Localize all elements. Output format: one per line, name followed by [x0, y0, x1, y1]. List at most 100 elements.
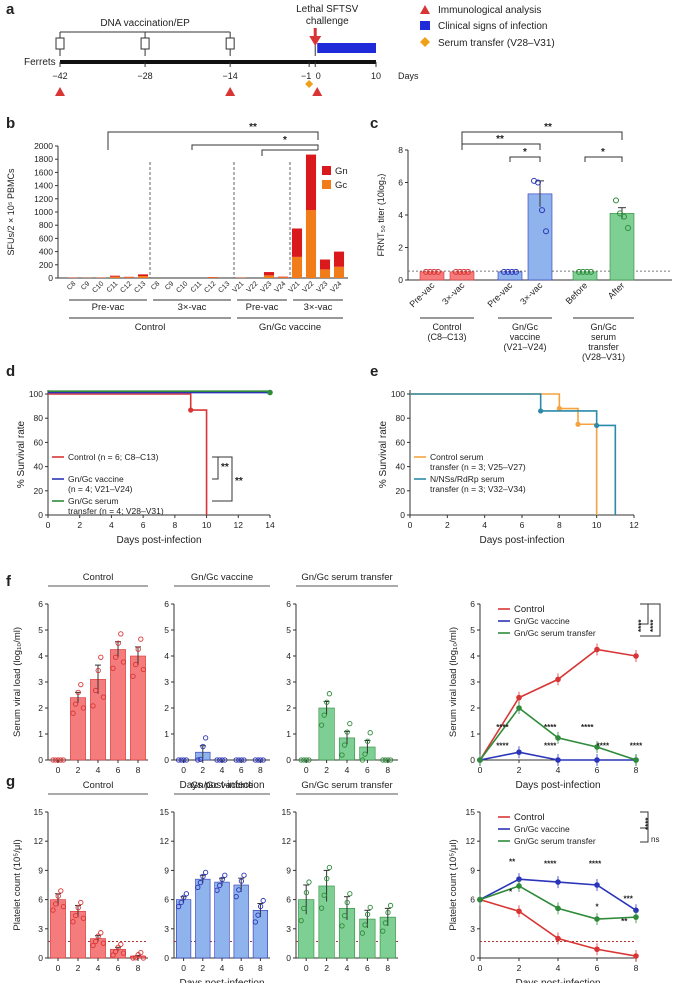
b-xtick-label: V24	[330, 280, 344, 294]
f-xtick-label: 8	[385, 765, 390, 775]
e-ytick-label: 40	[396, 462, 406, 472]
b-bar-gc	[277, 277, 289, 278]
c-datapoint	[621, 213, 627, 220]
g-ytick-label: 12	[34, 836, 44, 846]
d-ylabel: % Survival rate	[16, 420, 27, 488]
e-xlabel: Days post-infection	[479, 535, 564, 546]
e-legend-label: transfer (n = 3; V25–V27)	[430, 462, 526, 472]
f_line-ytick-label: 4	[470, 651, 475, 661]
f-ytick-label: 1	[164, 729, 169, 739]
g-ytick-label: 12	[282, 836, 292, 846]
c-group-label: Control	[432, 322, 461, 332]
f-datapoint	[50, 757, 56, 763]
g-datapoint	[219, 876, 225, 883]
g-ytick-label: 6	[286, 895, 291, 905]
d-censor-point	[188, 407, 194, 413]
legend-marker-blue	[420, 21, 430, 30]
f_line-ytick-label: 3	[470, 677, 475, 687]
e-ytick-label: 0	[400, 510, 405, 520]
b-legend-gn-swatch	[322, 166, 331, 175]
g-datapoint	[58, 888, 64, 894]
f-xtick-label: 2	[76, 765, 81, 775]
e-legend-label: transfer (n = 3; V32–V34)	[430, 484, 526, 494]
g-datapoint	[362, 922, 368, 928]
f-datapoint	[120, 659, 127, 665]
e-ytick-label: 80	[396, 413, 406, 423]
g-sig-label: ****	[644, 817, 653, 830]
g-xtick-label: 8	[136, 963, 141, 973]
f-ytick-label: 4	[38, 651, 43, 661]
g-datapoint	[344, 899, 350, 906]
e-ytick-label: 60	[396, 437, 406, 447]
f-datapoint	[260, 757, 266, 763]
f-datapoint	[132, 661, 139, 668]
g-datapoint	[298, 917, 304, 924]
c-datapoint	[539, 207, 545, 214]
f-datapoint	[324, 699, 330, 705]
f-bar	[70, 697, 86, 761]
f-datapoint	[233, 757, 239, 763]
c-datapoint	[580, 268, 586, 275]
g-datapoint	[78, 899, 84, 906]
f-datapoint	[72, 701, 79, 707]
g-sig-label: *	[509, 888, 513, 897]
f_line-legend-label: Gn/Gc serum transfer	[514, 628, 596, 638]
c-datapoint	[535, 179, 541, 186]
f-xtick-label: 4	[96, 765, 101, 775]
g-ytick-label: 0	[164, 953, 169, 963]
immunological-analysis-marker	[225, 87, 236, 96]
panel-label-d: d	[6, 363, 15, 380]
g-datapoint	[321, 892, 327, 898]
timeline-subject: Ferrets	[24, 57, 56, 68]
g-datapoint	[216, 882, 223, 889]
f-datapoint	[75, 689, 81, 696]
f-datapoint	[92, 687, 99, 694]
f_line-ylabel: Serum viral load (log₁₀/ml)	[448, 627, 459, 737]
f-datapoint	[347, 720, 353, 727]
g-xtick-label: 6	[116, 963, 121, 973]
g-ytick-label: 3	[286, 924, 291, 934]
e-ylabel: % Survival rate	[378, 420, 389, 488]
g-datapoint	[318, 905, 325, 911]
timeline-tick-label: 10	[371, 71, 381, 81]
f-panel-title: Gn/Gc vaccine	[191, 572, 253, 583]
b-legend-gn: Gn	[335, 166, 348, 177]
challenge-label-2: challenge	[306, 16, 349, 27]
g-datapoint	[90, 942, 96, 949]
g-datapoint	[55, 893, 61, 899]
e-xtick-label: 12	[629, 520, 639, 530]
g-datapoint	[341, 913, 348, 919]
f-datapoint	[70, 710, 76, 716]
f-ylabel: Serum viral load (log₁₀/ml)	[12, 627, 23, 737]
g-datapoint	[241, 872, 247, 878]
e-xtick-label: 8	[557, 520, 562, 530]
b-bar-gc	[137, 276, 149, 278]
g-bar	[252, 910, 268, 959]
c-sig-4	[584, 156, 623, 162]
clinical-signs-bar	[317, 43, 376, 53]
c-datapoint	[625, 225, 631, 231]
d-xtick-label: 10	[202, 520, 212, 530]
g-xlabel: Days post-infection	[179, 978, 264, 983]
f-xtick-label: 0	[304, 765, 309, 775]
timeline-tick-label: −42	[52, 71, 67, 81]
g_line-legend-label: Gn/Gc serum transfer	[514, 836, 596, 846]
d-xtick-label: 2	[77, 520, 82, 530]
d-xlabel: Days post-infection	[116, 535, 201, 546]
f-ytick-label: 6	[286, 599, 291, 609]
f-datapoint	[135, 646, 141, 652]
f-datapoint	[130, 673, 136, 679]
b-sig-bracket-1	[107, 131, 319, 150]
g-datapoint	[112, 949, 119, 955]
g-datapoint	[140, 955, 147, 961]
b-bar-gc	[305, 210, 317, 278]
f-sig-label: ****	[637, 619, 646, 632]
f-sig-label: ****	[496, 723, 509, 732]
b-sig-label: **	[249, 122, 257, 133]
g-datapoint	[257, 903, 264, 910]
f-sig-label: ****	[581, 723, 594, 732]
g_line-xlabel: Days post-infection	[515, 978, 600, 983]
f-ytick-label: 0	[38, 755, 43, 765]
g-xtick-label: 0	[56, 963, 61, 973]
b-ytick-label: 0	[48, 273, 53, 283]
